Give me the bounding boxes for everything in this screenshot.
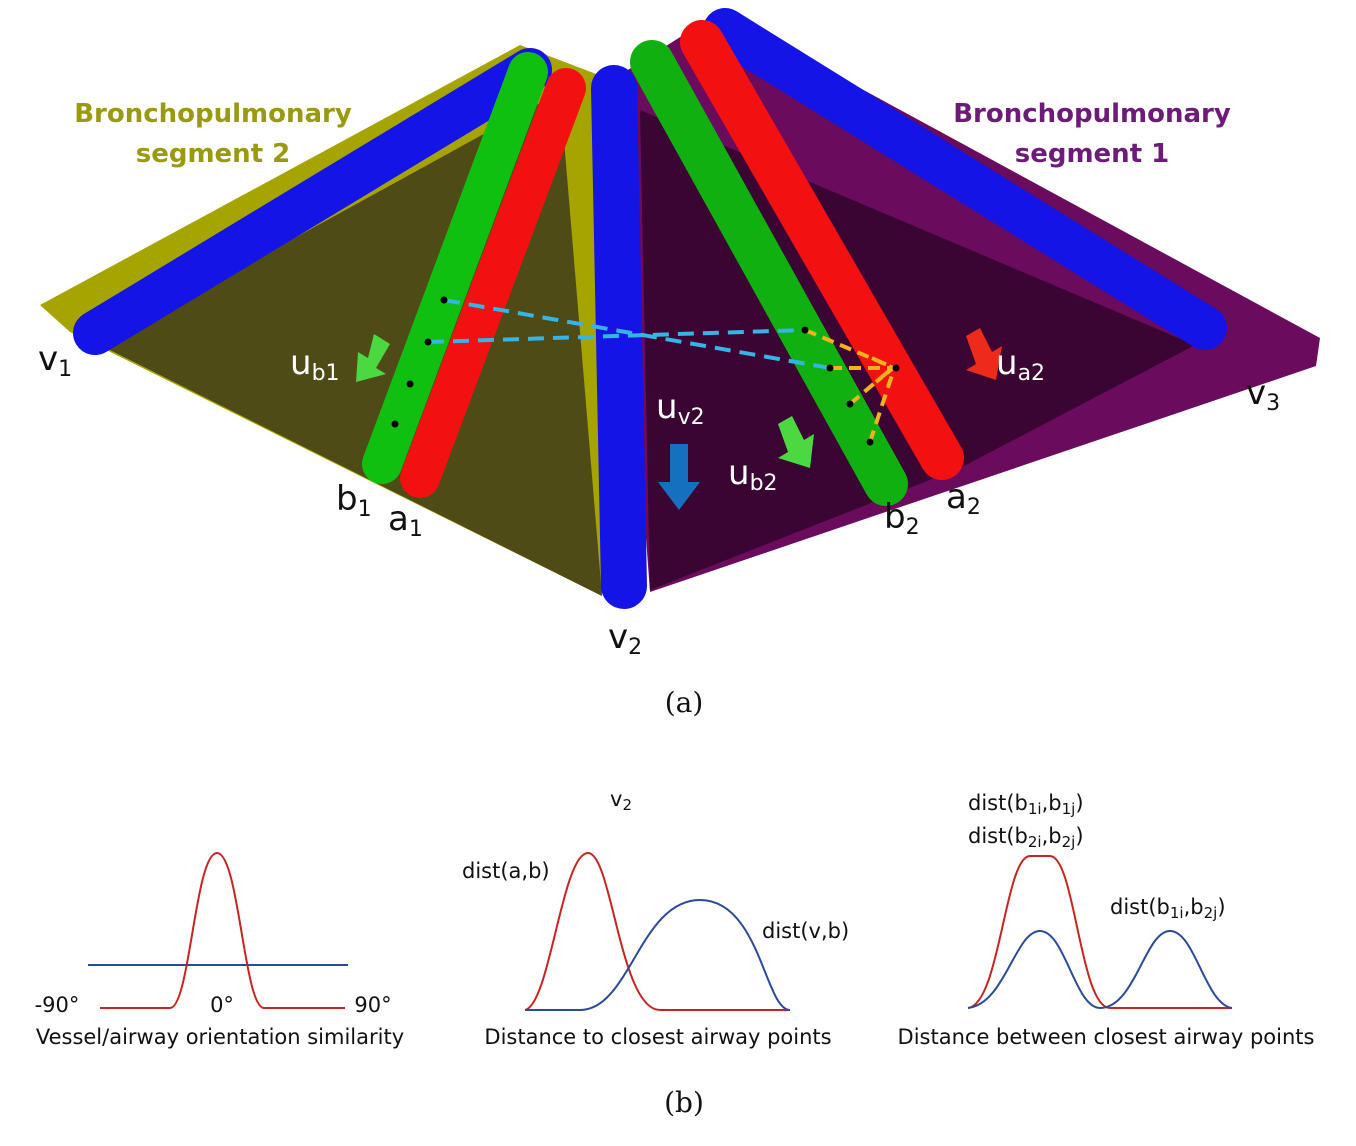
distance-ab-curve [525, 853, 790, 1010]
distance-vb-curve [525, 900, 790, 1010]
distance-title: v2 [610, 787, 632, 814]
orientation-caption: Vessel/airway orientation similarity [36, 1025, 404, 1049]
distance-caption: Distance to closest airway points [484, 1025, 831, 1049]
between-caption: Distance between closest airway points [898, 1025, 1315, 1049]
tick-label: 0° [210, 993, 234, 1017]
figure: Bronchopulmonarysegment 2 Bronchopulmona… [0, 0, 1356, 1146]
between-b1-label: dist(b1i,b1j) [968, 791, 1084, 818]
panel-a-caption: (a) [665, 686, 704, 719]
orientation-peak-curve [100, 853, 345, 1008]
point-a1: a1 [388, 499, 423, 542]
tick-label: 90° [354, 993, 391, 1017]
between-cross-curve [968, 931, 1232, 1008]
between-same-curve [968, 856, 1232, 1008]
point-a2: a2 [946, 477, 981, 520]
panel-b-caption: (b) [664, 1086, 704, 1119]
distance-vb-label: dist(v,b) [762, 919, 849, 943]
between-cross-label: dist(b1i,b2j) [1110, 895, 1226, 922]
distance-ab-label: dist(a,b) [462, 859, 550, 883]
point-b1: b1 [336, 479, 372, 522]
point-b2: b2 [884, 497, 920, 540]
between-b2-label: dist(b2i,b2j) [968, 824, 1084, 851]
point-v2: v2 [608, 617, 642, 660]
point-v1: v1 [38, 339, 72, 382]
tick-label: -90° [35, 993, 80, 1017]
